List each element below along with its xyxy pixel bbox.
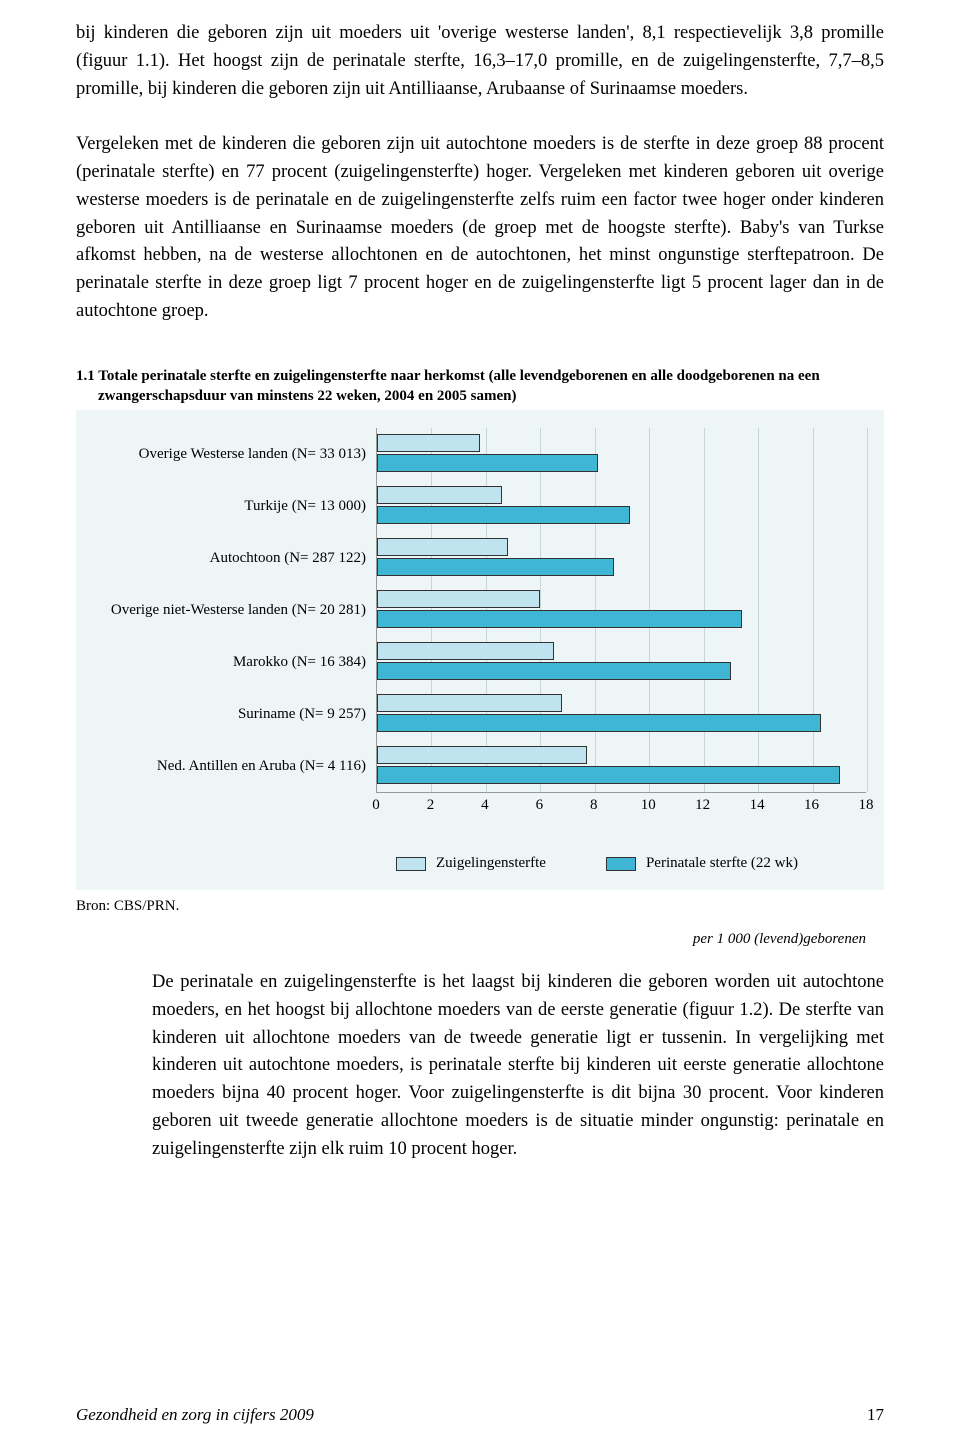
chart-x-tick: 2 [427, 797, 435, 814]
chart-bar [377, 746, 587, 764]
chart-category-label: Marokko (N= 16 384) [76, 636, 366, 688]
chart-bar-group [377, 740, 866, 792]
chart-bar [377, 434, 480, 452]
chart-x-tick: 14 [750, 797, 765, 814]
chart-bar [377, 454, 598, 472]
chart-category-label: Ned. Antillen en Aruba (N= 4 116) [76, 740, 366, 792]
chart-bar-group [377, 428, 866, 480]
chart-bar [377, 590, 540, 608]
page-footer: Gezondheid en zorg in cijfers 2009 17 [76, 1405, 884, 1425]
chart-x-axis: 024681012141618 [376, 793, 866, 815]
chart-x-tick: 10 [641, 797, 656, 814]
chart-bar-group [377, 636, 866, 688]
chart-x-axis-title: per 1 000 (levend)geborenen [693, 931, 866, 948]
chart-x-tick: 4 [481, 797, 489, 814]
chart-bar [377, 694, 562, 712]
chart-bar [377, 642, 554, 660]
chart-category-label: Suriname (N= 9 257) [76, 688, 366, 740]
legend-swatch [606, 857, 636, 871]
chart-bar [377, 714, 821, 732]
chart-bar-group [377, 584, 866, 636]
chart-panel: Overige Westerse landen (N= 33 013)Turki… [76, 410, 884, 890]
chart-x-tick: 0 [372, 797, 380, 814]
chart-category-label: Autochtoon (N= 287 122) [76, 532, 366, 584]
chart-x-tick: 8 [590, 797, 598, 814]
chart-bar-group [377, 480, 866, 532]
chart-bar-group [377, 532, 866, 584]
chart-category-label: Overige niet-Westerse landen (N= 20 281) [76, 584, 366, 636]
legend-item-zuigelingensterfte: Zuigelingensterfte [396, 855, 546, 872]
chart-x-tick: 12 [695, 797, 710, 814]
chart-bar [377, 766, 840, 784]
chart-category-labels: Overige Westerse landen (N= 33 013)Turki… [76, 428, 376, 793]
chart-legend: Zuigelingensterfte Perinatale sterfte (2… [396, 855, 884, 872]
chart-source: Bron: CBS/PRN. [76, 898, 884, 915]
body-paragraph-1: bij kinderen die geboren zijn uit moeder… [76, 20, 884, 103]
chart-bar [377, 506, 630, 524]
chart-bar [377, 538, 508, 556]
chart-x-tick: 6 [536, 797, 544, 814]
chart-bar [377, 558, 614, 576]
chart-bar [377, 610, 742, 628]
body-paragraph-3: De perinatale en zuigelingensterfte is h… [152, 969, 884, 1163]
page-number: 17 [867, 1405, 884, 1425]
legend-label: Perinatale sterfte (22 wk) [646, 855, 798, 872]
legend-label: Zuigelingensterfte [436, 855, 546, 872]
chart-plot-area [376, 428, 866, 793]
legend-item-perinatale: Perinatale sterfte (22 wk) [606, 855, 798, 872]
chart-category-label: Turkije (N= 13 000) [76, 480, 366, 532]
chart-x-tick: 18 [859, 797, 874, 814]
footer-title: Gezondheid en zorg in cijfers 2009 [76, 1405, 314, 1425]
chart-bar-group [377, 688, 866, 740]
chart-bar [377, 486, 502, 504]
chart-category-label: Overige Westerse landen (N= 33 013) [76, 428, 366, 480]
chart-bar [377, 662, 731, 680]
body-paragraph-2: Vergeleken met de kinderen die geboren z… [76, 131, 884, 325]
legend-swatch [396, 857, 426, 871]
chart-title: 1.1 Totale perinatale sterfte en zuigeli… [98, 366, 884, 407]
chart-x-tick: 16 [804, 797, 819, 814]
